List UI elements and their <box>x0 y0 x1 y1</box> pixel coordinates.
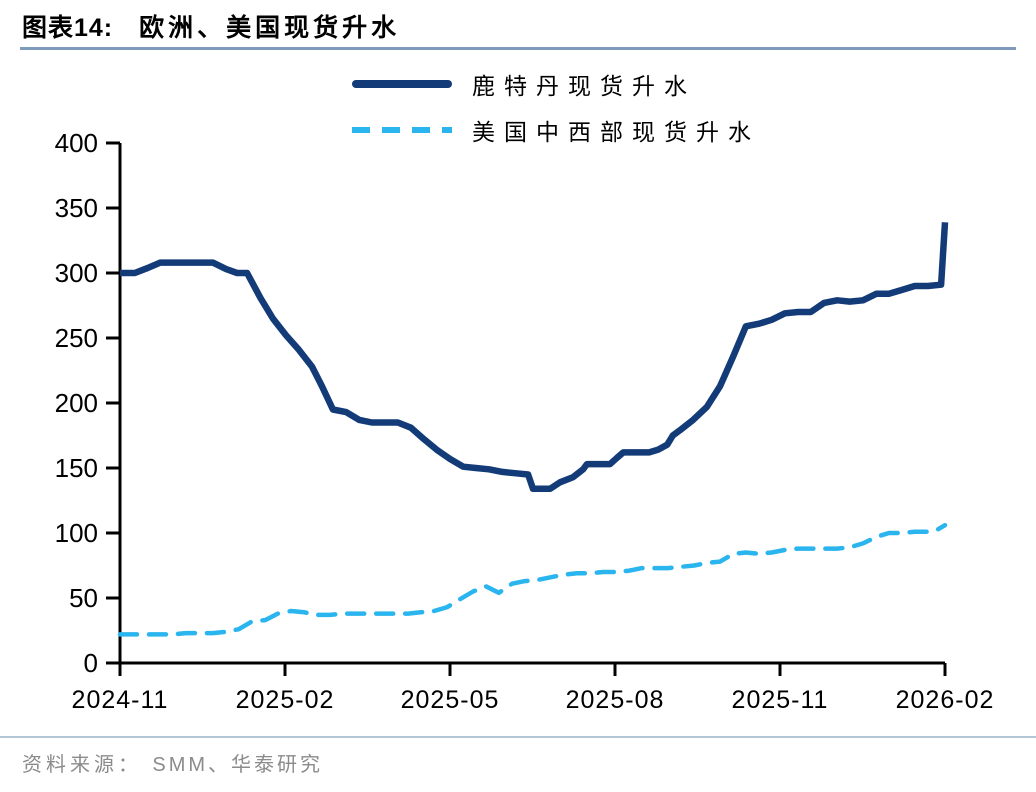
svg-text:350: 350 <box>55 193 98 223</box>
figure-title-text: 欧洲、美国现货升水 <box>139 13 401 42</box>
legend-label: 美国中西部现货升水 <box>472 120 760 146</box>
svg-text:200: 200 <box>55 388 98 418</box>
line-chart: 0 50 100 150 200 250 300 350 400 2024-11 2025-02 20… <box>55 128 995 714</box>
dashed-line-swatch-icon <box>352 127 452 133</box>
title-divider <box>20 47 1016 50</box>
footer-divider <box>0 736 1036 738</box>
svg-text:250: 250 <box>55 323 98 353</box>
svg-text:300: 300 <box>55 258 98 288</box>
chart-legend: 鹿特丹现货升水 美国中西部现货升水 <box>352 64 760 150</box>
svg-text:2024-11: 2024-11 <box>72 686 169 714</box>
legend-item-rotterdam: 鹿特丹现货升水 <box>352 64 760 104</box>
svg-text:2025-02: 2025-02 <box>236 686 335 714</box>
source-note: 资料来源： SMM、华泰研究 <box>22 748 323 777</box>
svg-text:400: 400 <box>55 128 98 158</box>
chart-svg: 0 50 100 150 200 250 300 350 400 2024-11 2025-02 20… <box>55 128 995 714</box>
legend-item-us-midwest: 美国中西部现货升水 <box>352 110 760 150</box>
svg-text:50: 50 <box>69 583 98 613</box>
svg-text:2025-05: 2025-05 <box>401 686 500 714</box>
page-title: 图表14: 欧洲、美国现货升水 <box>22 8 400 44</box>
legend-label: 鹿特丹现货升水 <box>472 74 696 100</box>
svg-text:100: 100 <box>55 518 98 548</box>
figure-number-label: 图表14: <box>22 14 114 42</box>
svg-text:2026-02: 2026-02 <box>896 686 995 714</box>
svg-text:150: 150 <box>55 453 98 483</box>
svg-text:2025-11: 2025-11 <box>732 686 829 714</box>
svg-text:2025-08: 2025-08 <box>566 686 665 714</box>
solid-line-swatch-icon <box>352 80 452 88</box>
source-text: SMM、华泰研究 <box>152 754 324 776</box>
source-label: 资料来源： <box>22 752 142 776</box>
svg-text:0: 0 <box>84 648 98 678</box>
